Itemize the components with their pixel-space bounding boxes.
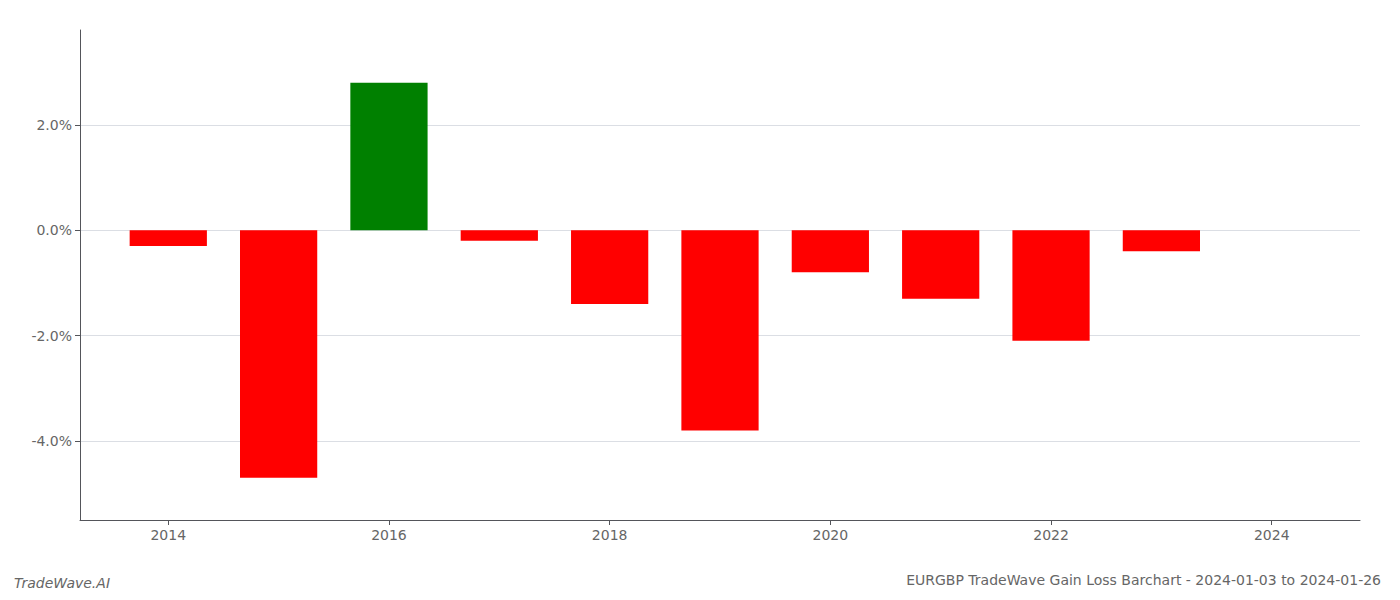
svg-text:2014: 2014 [150,527,186,543]
svg-text:2.0%: 2.0% [36,117,72,133]
svg-text:2024: 2024 [1254,527,1290,543]
svg-text:2016: 2016 [371,527,407,543]
svg-text:2018: 2018 [592,527,628,543]
svg-text:EURGBP TradeWave Gain Loss Bar: EURGBP TradeWave Gain Loss Barchart - 20… [906,572,1381,588]
svg-text:TradeWave.AI: TradeWave.AI [14,575,110,591]
svg-text:-2.0%: -2.0% [31,328,72,344]
svg-text:-4.0%: -4.0% [31,433,72,449]
svg-text:2020: 2020 [813,527,849,543]
svg-text:0.0%: 0.0% [36,222,72,238]
svg-text:2022: 2022 [1033,527,1069,543]
